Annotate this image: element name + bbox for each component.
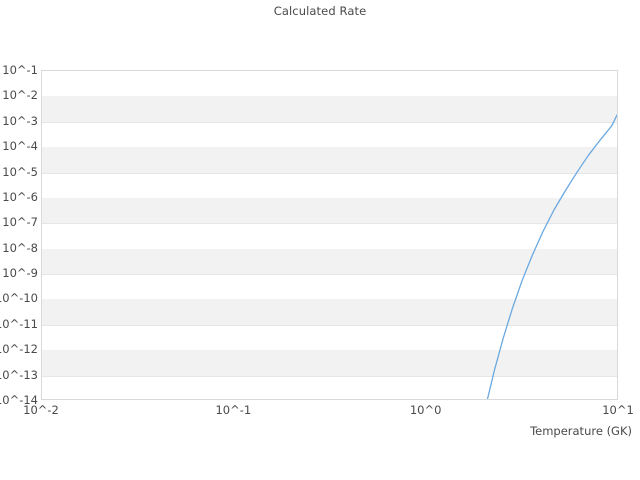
y-tick-label: 10^-13 [0, 367, 38, 382]
series-line-calculated-rate [486, 114, 617, 399]
x-tick-label: 10^-2 [23, 403, 59, 417]
plot-band [42, 147, 617, 173]
x-tick-label: 10^-1 [215, 403, 252, 417]
x-tick-label: 10^0 [409, 403, 442, 417]
x-tick-label: 10^1 [602, 403, 634, 417]
y-tick-label: 10^-9 [2, 266, 38, 281]
plot-gridline [42, 274, 617, 276]
y-tick-label: 10^-4 [2, 139, 38, 154]
plot-band [42, 299, 617, 325]
plot-gridline [42, 172, 617, 174]
y-tick-label: 10^-3 [2, 113, 38, 128]
plot-area [41, 70, 618, 400]
plot-band [42, 350, 617, 376]
y-tick-label: 10^-12 [0, 342, 38, 357]
plot-gridline [42, 121, 617, 123]
y-tick-label: 10^-1 [2, 63, 38, 77]
plot-band [42, 197, 617, 224]
chart-title: Calculated Rate [273, 4, 367, 18]
y-tick-label: 10^-10 [0, 291, 38, 306]
x-axis-label: Temperature (GK) [530, 424, 632, 438]
y-tick-label: 10^-2 [2, 88, 38, 103]
y-tick-label: 10^-11 [0, 316, 38, 331]
y-tick-label: 10^-8 [2, 240, 38, 255]
y-tick-label: 10^-14 [0, 393, 38, 407]
y-tick-label: 10^-7 [2, 215, 38, 230]
plot-band [42, 248, 617, 275]
plot-band [42, 96, 617, 122]
y-tick-label: 10^-5 [2, 164, 38, 179]
y-tick-label: 10^-6 [2, 189, 38, 204]
plot-gridline [42, 223, 617, 225]
plot-gridline [42, 375, 617, 377]
plot-gridline [42, 324, 617, 326]
series-path [486, 114, 617, 399]
